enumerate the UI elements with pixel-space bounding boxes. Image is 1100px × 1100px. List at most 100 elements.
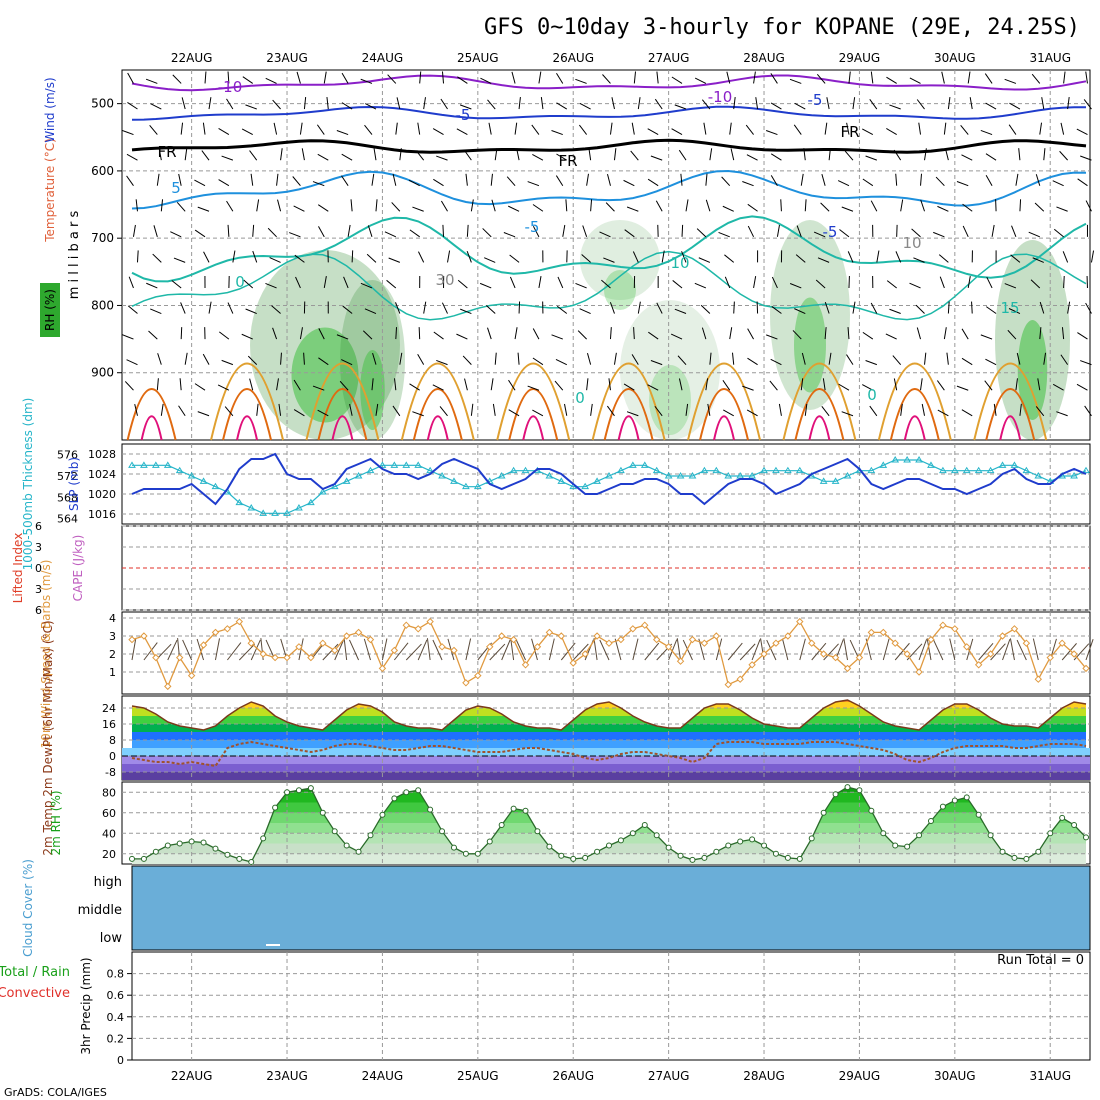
rh-point <box>307 785 314 792</box>
contour-label: -5 <box>823 223 838 241</box>
thickness-point <box>867 466 876 474</box>
wind-barb <box>892 355 902 365</box>
wind-speed-point <box>796 617 804 626</box>
warm-contour <box>222 388 272 441</box>
wind-barb <box>460 308 472 314</box>
wind-barb <box>841 411 854 417</box>
wind-barb <box>674 308 687 314</box>
wind-barb <box>895 173 898 186</box>
rh-point <box>963 794 970 801</box>
wind-barb <box>241 333 253 340</box>
wind-barb <box>1018 148 1021 161</box>
surface-barb <box>531 638 538 661</box>
chart-title: GFS 0~10day 3-hourly for KOPANE (29E, 24… <box>484 15 1080 40</box>
wind-barb <box>723 409 734 417</box>
wind-barb <box>202 353 210 365</box>
wind-speed-label: 10m Wind Speed & Barbs (m/s) <box>39 560 53 749</box>
wind-barb <box>278 403 282 416</box>
temp-label: 2m Temp 2m DewPt (6hr Min/Max) (°C) <box>41 620 55 855</box>
rh-point <box>284 789 291 796</box>
rh-point <box>856 787 863 794</box>
thickness-point <box>140 461 148 468</box>
wind-barb <box>465 173 468 186</box>
wind-barb <box>373 148 377 161</box>
wind-barb <box>623 179 635 187</box>
slp-tick-label: 1020 <box>88 488 116 501</box>
wind-barb <box>360 282 373 289</box>
warm-contour <box>210 362 284 441</box>
date-label-top: 30AUG <box>934 51 976 65</box>
precip-tick-label: 0.2 <box>107 1032 125 1045</box>
warm-contour <box>985 388 1036 441</box>
contour-label: 0 <box>867 386 877 404</box>
thickness-point <box>843 472 852 479</box>
wind-barb <box>661 250 665 263</box>
wind-barb <box>590 199 593 212</box>
wind-speed-point <box>450 646 458 655</box>
wind-barb <box>197 411 210 417</box>
contour-line <box>131 250 1087 321</box>
wind-barb <box>482 228 492 238</box>
wind-barb <box>722 380 731 391</box>
rh-label: 2m RH (%) <box>49 790 63 855</box>
wind-speed-point <box>235 617 244 626</box>
wind-speed-point <box>843 664 852 673</box>
wind-barb <box>900 199 904 212</box>
rh-point <box>248 858 255 865</box>
wind-barb <box>122 129 134 136</box>
wind-barb <box>1009 102 1021 110</box>
wind-barb <box>375 403 379 416</box>
wind-barb <box>933 231 945 238</box>
wind-barb <box>794 102 806 110</box>
surface-barb <box>227 642 242 661</box>
warm-contour <box>412 388 463 441</box>
wind-barb <box>152 253 162 263</box>
wind-barb <box>347 224 351 237</box>
wind-barb <box>631 354 639 365</box>
date-label-bottom: 28AUG <box>743 1069 785 1083</box>
wind-barb <box>423 301 427 314</box>
wind-barb <box>440 200 448 212</box>
wind-barb <box>586 173 589 186</box>
wind-barb <box>318 328 325 340</box>
temp-color-bands <box>122 700 1090 780</box>
wind-barb <box>226 200 234 212</box>
wind-barb <box>487 327 492 340</box>
wind-barb <box>870 200 878 212</box>
wind-barb <box>893 378 898 391</box>
wind-barb <box>607 173 611 186</box>
wind-barb <box>920 199 925 212</box>
wind-barb <box>312 181 325 187</box>
contour-label: -5 <box>525 218 540 236</box>
wind-speed-point <box>319 639 327 647</box>
date-label-top: 25AUG <box>457 51 499 65</box>
temp-tick-label: 0 <box>109 750 116 763</box>
surface-barb <box>1016 639 1027 661</box>
wind-barb <box>384 231 397 238</box>
wind-speed-point <box>521 661 530 669</box>
wind-barb <box>647 384 659 391</box>
wind-barb <box>447 250 451 263</box>
wind-barb <box>729 122 732 135</box>
rh-point <box>1071 822 1078 829</box>
thickness-tick-label: 576 <box>57 449 78 462</box>
wind-barb <box>470 199 474 212</box>
wind-tick-label: 2 <box>109 648 116 661</box>
surface-barb <box>1061 643 1077 661</box>
wind-barb <box>296 71 301 84</box>
wind-speed-point <box>128 635 136 644</box>
precip-frame <box>131 951 1091 1061</box>
contour-label: -10 <box>708 88 733 106</box>
surface-barb <box>843 638 848 661</box>
wind-barb <box>870 71 874 84</box>
contour-label: 15 <box>1000 299 1019 317</box>
thickness-point <box>700 466 709 474</box>
rh-series <box>129 784 1089 865</box>
rh-blob <box>580 220 660 300</box>
warm-contour <box>973 362 1048 441</box>
wind-barb <box>250 173 254 186</box>
temp-line <box>131 699 1087 731</box>
wind-barb <box>582 225 588 237</box>
rh-point <box>951 797 958 804</box>
wind-barb <box>1056 411 1068 417</box>
